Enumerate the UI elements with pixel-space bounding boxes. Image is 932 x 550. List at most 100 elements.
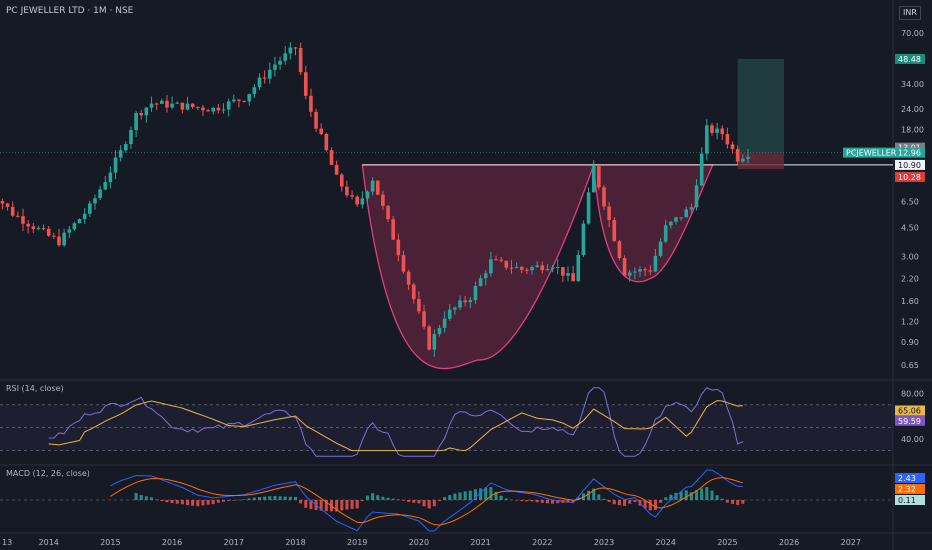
symbol-pill-bg <box>843 147 895 158</box>
candle-body <box>658 241 663 256</box>
candle-body <box>442 318 447 328</box>
candle-body <box>478 278 483 286</box>
candle-body <box>561 267 565 276</box>
candle-body <box>370 180 375 192</box>
target-zone <box>737 58 784 153</box>
price-tick-label: 1.20 <box>901 318 919 327</box>
macd-histogram-bar <box>319 500 323 511</box>
macd-histogram-bar <box>623 500 627 506</box>
candle-body <box>129 129 133 145</box>
macd-histogram-bar <box>427 500 431 509</box>
macd-histogram-bar <box>679 491 683 500</box>
candle-body <box>221 109 226 111</box>
candle-body <box>699 153 704 186</box>
candle-body <box>432 334 437 350</box>
candle-body <box>82 213 87 220</box>
macd-histogram-bar <box>232 500 236 501</box>
macd-histogram-bar <box>628 500 632 504</box>
candle-body <box>26 223 30 227</box>
macd-histogram-bar <box>607 500 611 502</box>
candle-body <box>77 219 82 224</box>
chart-title: PC JEWELLER LTD · 1M · NSE <box>6 6 134 16</box>
rsi-value-label: 65.06 <box>898 407 921 416</box>
candle-body <box>237 99 241 101</box>
macd-histogram-bar <box>432 500 436 507</box>
macd-histogram-bar <box>479 488 483 500</box>
macd-histogram-bar <box>227 500 231 501</box>
interval[interactable]: 1M <box>93 6 107 16</box>
target-price-label: 48.48 <box>898 55 921 64</box>
macd-histogram-bar <box>499 495 503 500</box>
macd-histogram-bar <box>715 495 719 500</box>
candle-body <box>550 267 555 270</box>
candle-body <box>46 228 51 236</box>
time-tick-label: 13 <box>2 538 12 547</box>
candle-body <box>684 209 689 218</box>
candle-body <box>453 307 457 310</box>
macd-histogram-bar <box>371 493 375 500</box>
macd-histogram-bar <box>515 500 519 501</box>
candle-body <box>226 101 231 110</box>
symbol-price-label: PCJEWELLER <box>846 149 897 158</box>
candle-body <box>36 228 41 230</box>
neckline-price-label: 10.90 <box>898 161 921 170</box>
candle-body <box>566 273 570 276</box>
candle-body <box>417 299 421 312</box>
macd-histogram-bar <box>530 500 534 502</box>
candle-body <box>530 267 534 271</box>
candle-body <box>710 125 714 133</box>
macd-histogram-bar <box>237 499 241 501</box>
macd-histogram-bar <box>643 500 647 509</box>
currency-button[interactable]: INR <box>899 6 921 20</box>
macd-histogram-bar <box>222 500 226 502</box>
rsi-title: RSI (14, close) <box>6 384 64 393</box>
macd-histogram-bar <box>705 487 709 500</box>
stop-zone <box>737 152 784 170</box>
candle-body <box>185 103 190 110</box>
candle-body <box>262 77 267 79</box>
macd-histogram-bar <box>216 500 220 503</box>
macd-histogram-bar <box>155 499 159 500</box>
candle-body <box>355 196 359 205</box>
candle-body <box>494 259 498 261</box>
macd-histogram-bar <box>556 500 560 504</box>
macd-histogram-bar <box>381 496 385 500</box>
candle-body <box>345 186 349 196</box>
price-tick-label: 6.50 <box>901 198 919 207</box>
time-tick-label: 2016 <box>162 538 182 547</box>
macd-histogram-bar <box>299 500 303 504</box>
macd-hist-bg <box>895 495 925 505</box>
macd-histogram-bar <box>150 497 154 500</box>
candle-body <box>88 203 92 214</box>
macd-histogram-bar <box>211 500 215 505</box>
macd-line <box>110 469 743 532</box>
rsi-ma-line <box>48 400 743 452</box>
macd-value-bg <box>895 473 925 483</box>
macd-histogram-bar <box>355 500 359 509</box>
macd-histogram-bar <box>437 500 441 502</box>
candle-body <box>555 267 560 269</box>
candle-body <box>67 229 72 233</box>
price-tick-label: 18.00 <box>901 125 924 134</box>
candle-body <box>535 265 539 268</box>
candle-body <box>113 157 118 173</box>
exchange: NSE <box>115 6 134 16</box>
macd-histogram-bar <box>201 500 205 506</box>
candle-body <box>72 223 77 230</box>
candle-body <box>16 215 20 217</box>
rsi-tick-label: 40.00 <box>901 435 924 444</box>
price-tick-label: 0.65 <box>901 361 919 370</box>
candle-body <box>674 217 678 222</box>
candle-body <box>746 156 750 159</box>
candle-body <box>252 87 257 94</box>
candle-body <box>314 111 318 129</box>
candle-body <box>283 53 288 61</box>
candle-body <box>319 128 324 135</box>
macd-histogram-bar <box>273 495 277 500</box>
macd-histogram-bar <box>278 496 282 500</box>
stop-price-label-bg <box>895 171 925 182</box>
macd-histogram-bar <box>175 500 179 504</box>
candle-body <box>725 134 730 145</box>
